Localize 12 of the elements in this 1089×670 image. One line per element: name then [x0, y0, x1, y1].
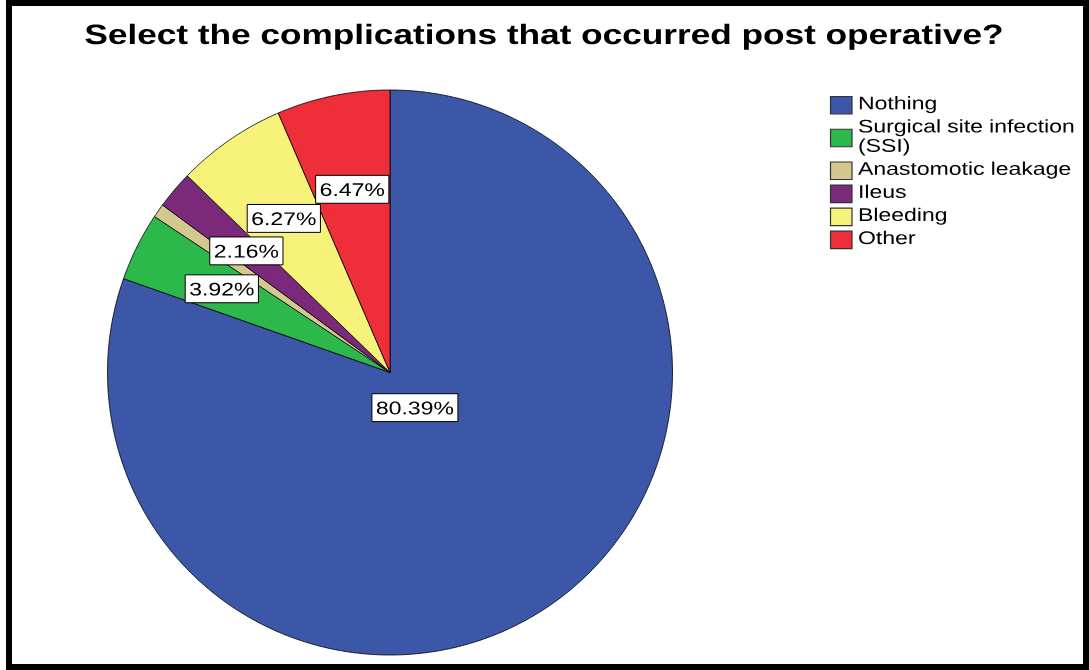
legend-label: Anastomotic leakage [858, 161, 1071, 179]
legend-label: Surgical site infection (SSI) [859, 119, 1074, 156]
legend-label: Ileus [860, 184, 906, 199]
data-label: 80.39% [376, 401, 454, 415]
data-label: 6.47% [320, 183, 385, 197]
legend-label: Bleeding [859, 207, 947, 225]
legend-label: Nothing [859, 96, 936, 114]
chart-title: Select the complications that occurred post operative? [85, 23, 1002, 50]
legend-label: Other [859, 230, 916, 245]
data-label: 3.92% [190, 282, 254, 296]
data-label: 2.16% [214, 244, 279, 258]
data-label: 6.27% [252, 212, 316, 226]
